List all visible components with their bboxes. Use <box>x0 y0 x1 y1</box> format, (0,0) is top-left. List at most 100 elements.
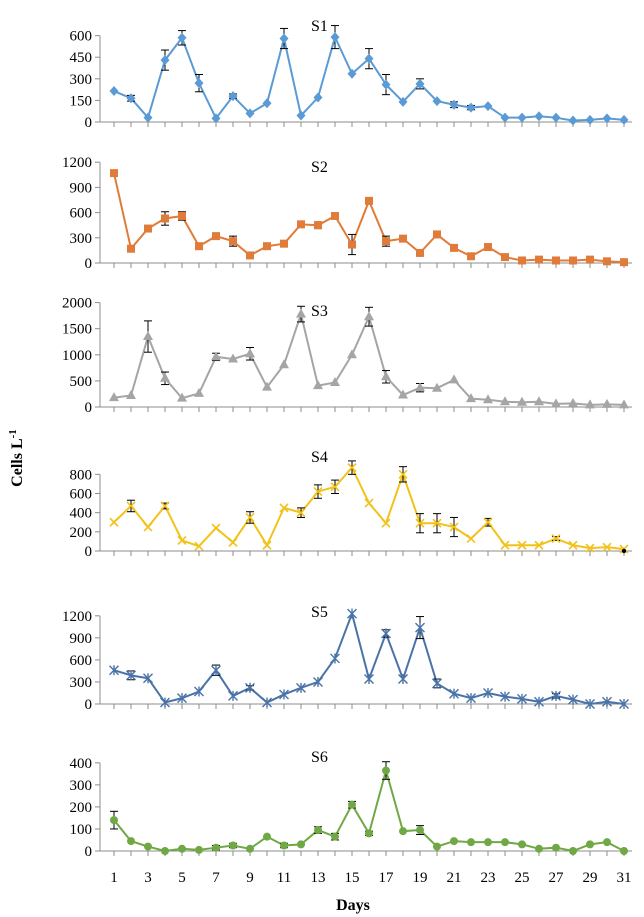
y-tick-label: 0 <box>85 115 93 131</box>
data-point <box>178 844 186 853</box>
data-point <box>262 540 272 550</box>
data-point <box>126 390 136 400</box>
data-point <box>331 211 339 220</box>
data-point <box>586 255 594 264</box>
data-point <box>449 522 459 532</box>
series-line-s3 <box>113 310 625 406</box>
data-point-stroke <box>398 469 408 479</box>
y-tick-label: 800 <box>70 467 93 483</box>
panel-label: S2 <box>311 159 328 176</box>
data-point <box>466 533 476 544</box>
data-point <box>144 842 152 851</box>
data-point-stroke <box>483 517 493 527</box>
data-point <box>127 244 135 253</box>
data-point <box>109 392 119 402</box>
data-point-stroke <box>568 540 578 550</box>
data-point <box>381 518 391 528</box>
data-point <box>518 840 526 849</box>
data-point <box>280 841 288 850</box>
data-point <box>313 487 323 497</box>
data-point <box>109 517 119 527</box>
y-tick-label: 300 <box>70 231 93 247</box>
data-point <box>280 239 288 248</box>
data-point <box>551 398 561 408</box>
series-line-s2 <box>113 172 625 264</box>
data-point <box>569 256 577 265</box>
data-point <box>279 33 289 44</box>
data-point <box>483 394 493 404</box>
data-point <box>432 382 442 392</box>
data-point <box>551 533 561 544</box>
data-point-stroke <box>330 482 340 492</box>
data-point <box>432 96 442 107</box>
panel-label: S4 <box>311 449 328 466</box>
data-point-stroke <box>143 522 153 532</box>
data-point <box>296 308 306 318</box>
data-point <box>585 699 595 709</box>
data-point <box>381 79 391 90</box>
y-tick-label: 0 <box>85 844 93 860</box>
data-point <box>194 387 204 397</box>
data-point <box>364 498 374 508</box>
y-tick-label: 0 <box>85 544 93 560</box>
data-point <box>212 232 220 241</box>
data-point <box>211 523 221 533</box>
data-point-stroke <box>585 543 595 553</box>
data-point <box>450 243 458 252</box>
data-point <box>297 840 305 849</box>
data-point-stroke <box>262 540 272 550</box>
data-point <box>161 214 169 223</box>
data-point-stroke <box>415 518 425 528</box>
data-point <box>229 237 237 246</box>
data-point <box>517 396 527 406</box>
y-tick-label: 100 <box>70 822 93 838</box>
data-point-stroke <box>296 508 306 518</box>
data-point <box>619 399 629 409</box>
y-tick-label: 450 <box>70 50 93 66</box>
data-point <box>296 508 306 518</box>
data-point <box>279 359 289 369</box>
data-point <box>279 689 289 700</box>
data-point <box>602 398 612 408</box>
x-tick-label: 3 <box>144 870 152 886</box>
y-tick-label: 200 <box>70 525 93 541</box>
data-point <box>484 838 492 847</box>
data-point <box>466 693 476 704</box>
data-point <box>228 353 238 363</box>
y-tick-label: 900 <box>70 631 93 647</box>
data-point <box>348 240 356 249</box>
data-point <box>211 351 221 361</box>
data-point <box>143 522 153 532</box>
data-point <box>501 838 509 847</box>
series-line-s4 <box>113 465 625 551</box>
data-point <box>144 224 152 233</box>
data-point <box>228 690 238 701</box>
y-tick-label: 1000 <box>62 348 92 364</box>
data-point <box>228 91 238 102</box>
data-point <box>228 537 238 547</box>
data-point <box>331 832 339 841</box>
y-tick-label: 1200 <box>62 155 92 171</box>
x-axis: 1 3 5 7 9 11 13 15 17 19 21 23 25 27 29 31 <box>110 870 631 886</box>
data-point <box>501 253 509 262</box>
data-point <box>126 501 136 511</box>
data-point <box>551 690 561 701</box>
data-point <box>126 670 136 681</box>
x-tick-label: 25 <box>515 870 530 886</box>
data-point <box>585 399 595 409</box>
data-point <box>399 827 407 836</box>
data-point <box>500 691 510 702</box>
data-point <box>568 115 578 126</box>
data-point <box>177 392 187 402</box>
data-point-stroke <box>313 487 323 497</box>
data-point <box>365 196 373 205</box>
data-point <box>313 380 323 390</box>
x-tick-label: 15 <box>345 870 360 886</box>
data-point <box>398 469 408 479</box>
data-point <box>262 98 272 109</box>
data-point <box>416 248 424 257</box>
y-tick-label: 1500 <box>62 322 92 338</box>
data-point <box>517 693 527 704</box>
data-point <box>398 674 408 685</box>
data-point <box>245 348 255 358</box>
